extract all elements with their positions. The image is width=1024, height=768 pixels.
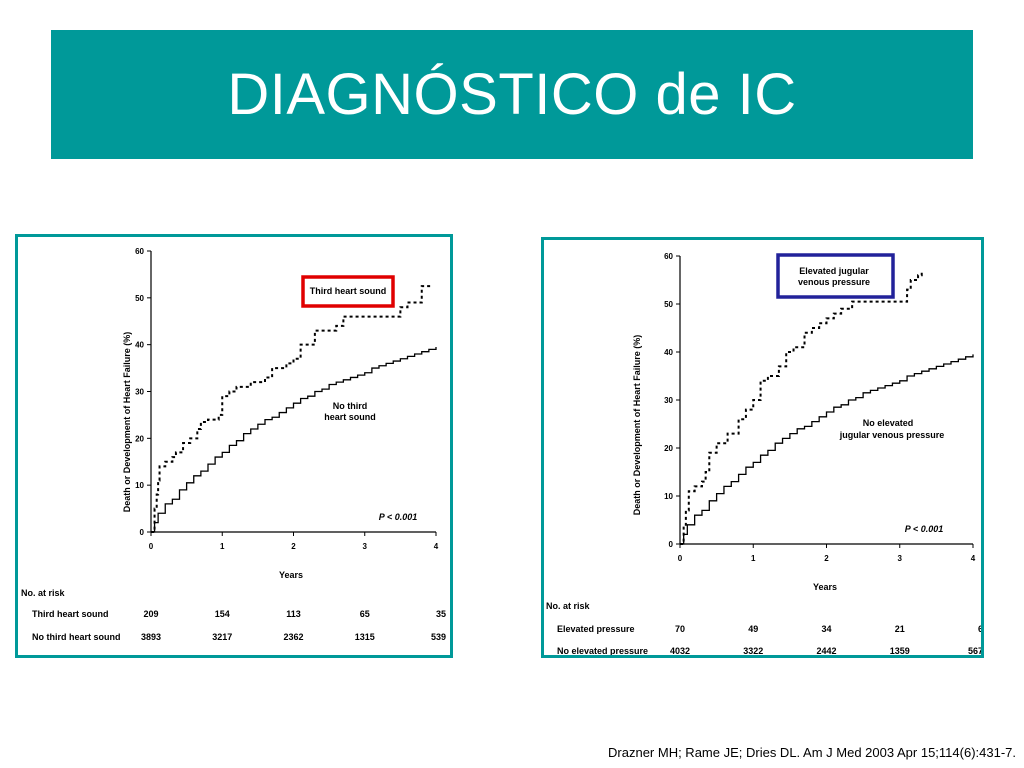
km-chart-jugular-venous-pressure: Death or Development of Heart Failure (%… bbox=[546, 252, 981, 655]
at-risk-value: 2442 bbox=[816, 646, 836, 655]
y-tick-label: 20 bbox=[135, 434, 144, 443]
highlight-box bbox=[301, 275, 395, 308]
x-tick-label: 1 bbox=[751, 554, 756, 563]
series-line-dashed bbox=[151, 285, 433, 533]
curve-label-line-2: heart sound bbox=[324, 412, 376, 422]
y-axis-label-group: Death or Development of Heart Failure (%… bbox=[122, 332, 132, 513]
x-ticks: 0 1 2 3 4 bbox=[678, 543, 976, 563]
series-line-solid bbox=[680, 354, 974, 545]
x-axis-label: Years bbox=[813, 582, 837, 592]
series-group bbox=[151, 285, 437, 533]
chart-panel-jugular-venous-pressure: Death or Development of Heart Failure (%… bbox=[541, 237, 984, 658]
y-tick-label: 0 bbox=[669, 540, 674, 549]
curve-label-line-1: No third bbox=[333, 401, 368, 411]
at-risk-values: 209 154 113 65 35 3893 3217 2362 1315 539 bbox=[141, 609, 446, 642]
y-tick-label: 50 bbox=[135, 294, 144, 303]
x-tick-label: 1 bbox=[220, 542, 225, 551]
at-risk-value: 2362 bbox=[283, 632, 303, 642]
x-tick-label: 2 bbox=[824, 554, 829, 563]
y-tick-label: 50 bbox=[664, 300, 673, 309]
at-risk-value: 3322 bbox=[743, 646, 763, 655]
at-risk-value: 209 bbox=[143, 609, 158, 619]
at-risk-row-label: Third heart sound bbox=[32, 609, 109, 619]
at-risk-value: 154 bbox=[215, 609, 230, 619]
series-group bbox=[680, 270, 974, 545]
y-tick-label: 30 bbox=[135, 388, 144, 397]
at-risk-values: 70 49 34 21 6 4032 3322 2442 1359 567 bbox=[670, 624, 981, 655]
y-axis-label: Death or Development of Heart Failure (%… bbox=[122, 332, 132, 513]
x-tick-label: 4 bbox=[434, 542, 439, 551]
x-tick-label: 0 bbox=[149, 542, 154, 551]
chart-panel-third-heart-sound: Death or Development of Heart Failure (%… bbox=[15, 234, 453, 658]
at-risk-value: 70 bbox=[675, 624, 685, 634]
at-risk-row-label: No elevated pressure bbox=[557, 646, 648, 655]
highlight-label-line-2: venous pressure bbox=[798, 277, 870, 287]
at-risk-header: No. at risk bbox=[546, 601, 591, 611]
at-risk-row-label: No third heart sound bbox=[32, 632, 121, 642]
p-value: P < 0.001 bbox=[379, 512, 417, 522]
curve-label-line-1: No elevated bbox=[863, 418, 914, 428]
y-tick-label: 40 bbox=[664, 348, 673, 357]
highlight-box bbox=[776, 253, 895, 299]
y-tick-label: 60 bbox=[664, 252, 673, 261]
at-risk-value: 35 bbox=[436, 609, 446, 619]
series-line-dashed bbox=[680, 270, 923, 545]
at-risk-value: 65 bbox=[360, 609, 370, 619]
x-tick-label: 3 bbox=[898, 554, 903, 563]
at-risk-value: 567 bbox=[968, 646, 981, 655]
x-axis-label: Years bbox=[279, 570, 303, 580]
at-risk-value: 539 bbox=[431, 632, 446, 642]
at-risk-value: 6 bbox=[978, 624, 981, 634]
y-tick-label: 0 bbox=[140, 528, 145, 537]
y-tick-label: 60 bbox=[135, 247, 144, 256]
at-risk-value: 1315 bbox=[355, 632, 375, 642]
x-tick-label: 3 bbox=[363, 542, 368, 551]
x-tick-label: 0 bbox=[678, 554, 683, 563]
at-risk-row-label: Elevated pressure bbox=[557, 624, 635, 634]
y-tick-label: 30 bbox=[664, 396, 673, 405]
slide-title: DIAGNÓSTICO de IC bbox=[227, 62, 797, 127]
at-risk-value: 49 bbox=[748, 624, 758, 634]
at-risk-header: No. at risk bbox=[21, 588, 66, 598]
curve-label-line-2: jugular venous pressure bbox=[839, 430, 945, 440]
x-ticks: 0 1 2 3 4 bbox=[149, 531, 439, 551]
y-axis-label: Death or Development of Heart Failure (%… bbox=[632, 335, 642, 516]
title-bar: DIAGNÓSTICO de IC bbox=[51, 30, 973, 159]
at-risk-value: 3217 bbox=[212, 632, 232, 642]
at-risk-value: 3893 bbox=[141, 632, 161, 642]
highlight-label-line-1: Elevated jugular bbox=[799, 266, 869, 276]
highlight-label: Third heart sound bbox=[310, 286, 387, 296]
y-axis-label-group: Death or Development of Heart Failure (%… bbox=[632, 335, 642, 516]
y-ticks: 0 10 20 30 40 50 60 bbox=[664, 252, 681, 549]
y-tick-label: 10 bbox=[135, 481, 144, 490]
at-risk-value: 1359 bbox=[890, 646, 910, 655]
series-line-solid bbox=[151, 347, 437, 533]
x-tick-label: 4 bbox=[971, 554, 976, 563]
at-risk-value: 113 bbox=[286, 609, 301, 619]
km-chart-third-heart-sound: Death or Development of Heart Failure (%… bbox=[21, 247, 446, 642]
x-tick-label: 2 bbox=[291, 542, 296, 551]
at-risk-value: 4032 bbox=[670, 646, 690, 655]
y-tick-label: 20 bbox=[664, 444, 673, 453]
y-ticks: 0 10 20 30 40 50 60 bbox=[135, 247, 152, 537]
at-risk-value: 21 bbox=[895, 624, 905, 634]
at-risk-value: 34 bbox=[821, 624, 831, 634]
y-tick-label: 40 bbox=[135, 341, 144, 350]
p-value: P < 0.001 bbox=[905, 524, 943, 534]
citation: Drazner MH; Rame JE; Dries DL. Am J Med … bbox=[608, 745, 1016, 760]
y-tick-label: 10 bbox=[664, 492, 673, 501]
